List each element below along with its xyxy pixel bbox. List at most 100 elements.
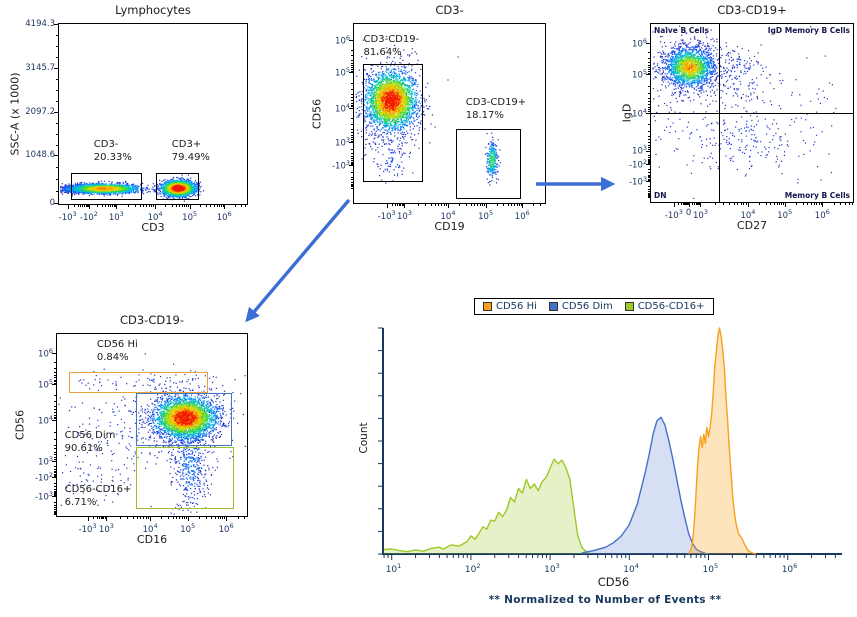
x-minor-tick	[185, 516, 187, 519]
x-tick-label: 106	[814, 208, 830, 221]
y-minor-tick	[648, 71, 651, 73]
x-tick	[447, 203, 449, 208]
x-minor-tick	[465, 203, 467, 206]
y-tick-label: 3145.7	[25, 63, 55, 74]
x-tick	[485, 203, 487, 208]
y-minor-tick	[648, 69, 651, 71]
x-minor-tick	[140, 516, 142, 519]
plot-cd3-cd19-negative[interactable]: CD3-CD19- CD56 CD16 -103 103 104 105 106 106 1…	[14, 313, 248, 546]
x-minor-tick	[210, 516, 212, 519]
y-minor-tick	[648, 176, 651, 178]
histogram-panel[interactable]: CD56 Hi CD56 Dim CD56-CD16+ 101 102 103 104 10…	[358, 288, 857, 617]
y-minor-tick	[56, 79, 59, 81]
x-minor-tick	[104, 516, 106, 519]
x-minor-tick	[470, 203, 472, 206]
legend-item-cd56-dim[interactable]: CD56 Dim	[548, 301, 613, 312]
x-minor-tick	[810, 202, 812, 205]
gating-arrow	[245, 198, 351, 323]
x-minor-tick	[783, 202, 785, 205]
y-minor-tick	[351, 176, 354, 178]
y-axis-label: CD56	[13, 409, 27, 441]
plot-lymphocytes[interactable]: Lymphocytes SSC-A (x 1000) CD3 -103 -102 1…	[9, 3, 248, 234]
x-minor-tick	[687, 202, 689, 205]
x-tick-label: 105	[703, 562, 719, 575]
x-minor-tick	[168, 516, 170, 519]
x-minor-tick	[459, 203, 461, 206]
x-minor-tick	[82, 204, 84, 207]
y-minor-tick	[54, 490, 57, 492]
y-tick-label: 103	[335, 135, 350, 149]
x-minor-tick	[733, 202, 735, 205]
gate-cd3-cd19[interactable]	[455, 128, 522, 200]
x-minor-tick	[132, 516, 134, 519]
x-minor-tick	[759, 202, 761, 205]
x-tick-label: 105	[777, 208, 793, 221]
legend-item-cd56-cd16[interactable]: CD56-CD16+	[624, 301, 705, 312]
y-minor-tick	[351, 124, 354, 126]
x-minor-tick	[816, 202, 818, 205]
x-minor-tick	[210, 204, 212, 207]
x-minor-tick	[96, 516, 98, 519]
plot-title: Lymphocytes	[115, 3, 191, 17]
legend-swatch	[548, 302, 558, 311]
histogram-curve-cd56-dim	[581, 416, 709, 555]
gate-cd56-dim[interactable]	[136, 393, 233, 446]
y-minor-tick	[648, 61, 651, 63]
y-minor-tick	[54, 416, 57, 418]
gate-cd56-hi[interactable]	[68, 371, 209, 394]
gate-cd56-cd16[interactable]	[136, 446, 235, 510]
x-tick-label: 105	[182, 210, 198, 223]
x-minor-tick	[765, 202, 767, 205]
x-minor-tick	[87, 204, 89, 207]
y-tick-label: 0	[49, 198, 55, 209]
y-minor-tick	[648, 189, 651, 191]
y-minor-tick	[648, 154, 651, 156]
scatter-canvas	[57, 334, 247, 516]
gate-cd3[interactable]	[70, 173, 143, 201]
y-minor-tick	[351, 134, 354, 136]
y-minor-tick	[351, 172, 354, 174]
x-minor-tick	[179, 204, 181, 207]
gate-label-cd56-hi: CD56 Hi 0.84%	[96, 338, 138, 363]
legend-item-cd56-hi[interactable]: CD56 Hi	[483, 301, 537, 312]
y-minor-tick	[648, 142, 651, 144]
x-tick-label: 106	[216, 210, 232, 223]
plot-cd3-negative[interactable]: CD3- CD56 CD19 -103 103 104 105 106 106 105 104…	[311, 3, 546, 233]
histogram-fill-cd56-dim	[581, 417, 709, 554]
x-tick-label: 103	[544, 562, 560, 575]
y-tick	[349, 72, 354, 74]
x-minor-tick	[145, 516, 147, 519]
quadrant-divider-horizontal[interactable]	[651, 112, 853, 114]
y-minor-tick	[54, 377, 57, 379]
y-minor-tick	[54, 512, 57, 513]
y-minor-tick	[351, 153, 354, 155]
gate-cd3-cd19[interactable]	[362, 63, 424, 183]
histogram-fill-cd56-cd16	[383, 459, 590, 554]
plot-cd3-cd19-positive[interactable]: CD3-CD19+ IgD CD27 -103 0 103 104 105 106 106 1…	[621, 3, 854, 232]
gate-cd3[interactable]	[156, 173, 200, 201]
y-minor-tick	[54, 473, 57, 475]
y-minor-tick	[351, 67, 354, 69]
x-tick-label: 103	[396, 209, 412, 222]
y-axis-label: Count	[358, 422, 370, 454]
y-tick-label: 105	[38, 377, 53, 391]
y-minor-tick	[351, 187, 354, 189]
x-minor-tick	[820, 202, 822, 205]
y-minor-tick	[648, 179, 651, 181]
x-tick-label: 103	[693, 208, 708, 221]
x-minor-tick	[172, 516, 174, 519]
x-minor-tick	[165, 204, 167, 207]
x-minor-tick	[119, 516, 121, 519]
y-tick-label: -102	[34, 470, 53, 484]
plot-title: CD3-	[435, 3, 464, 17]
y-minor-tick	[54, 439, 57, 441]
x-minor-tick	[244, 516, 246, 519]
x-minor-tick	[807, 202, 809, 205]
y-minor-tick	[351, 70, 354, 72]
y-minor-tick	[648, 130, 651, 132]
y-minor-tick	[648, 107, 651, 109]
x-tick	[822, 202, 824, 207]
legend-label: CD56 Dim	[561, 301, 613, 312]
x-axis-label: CD56	[597, 575, 630, 589]
x-minor-tick	[151, 204, 153, 207]
